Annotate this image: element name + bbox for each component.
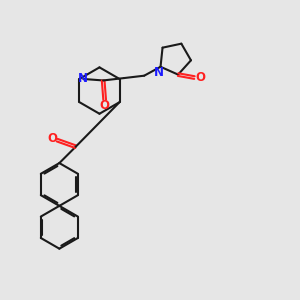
Text: O: O [47,132,57,145]
Text: O: O [195,71,206,84]
Text: N: N [154,66,164,79]
Text: O: O [100,99,110,112]
Text: N: N [78,73,88,85]
